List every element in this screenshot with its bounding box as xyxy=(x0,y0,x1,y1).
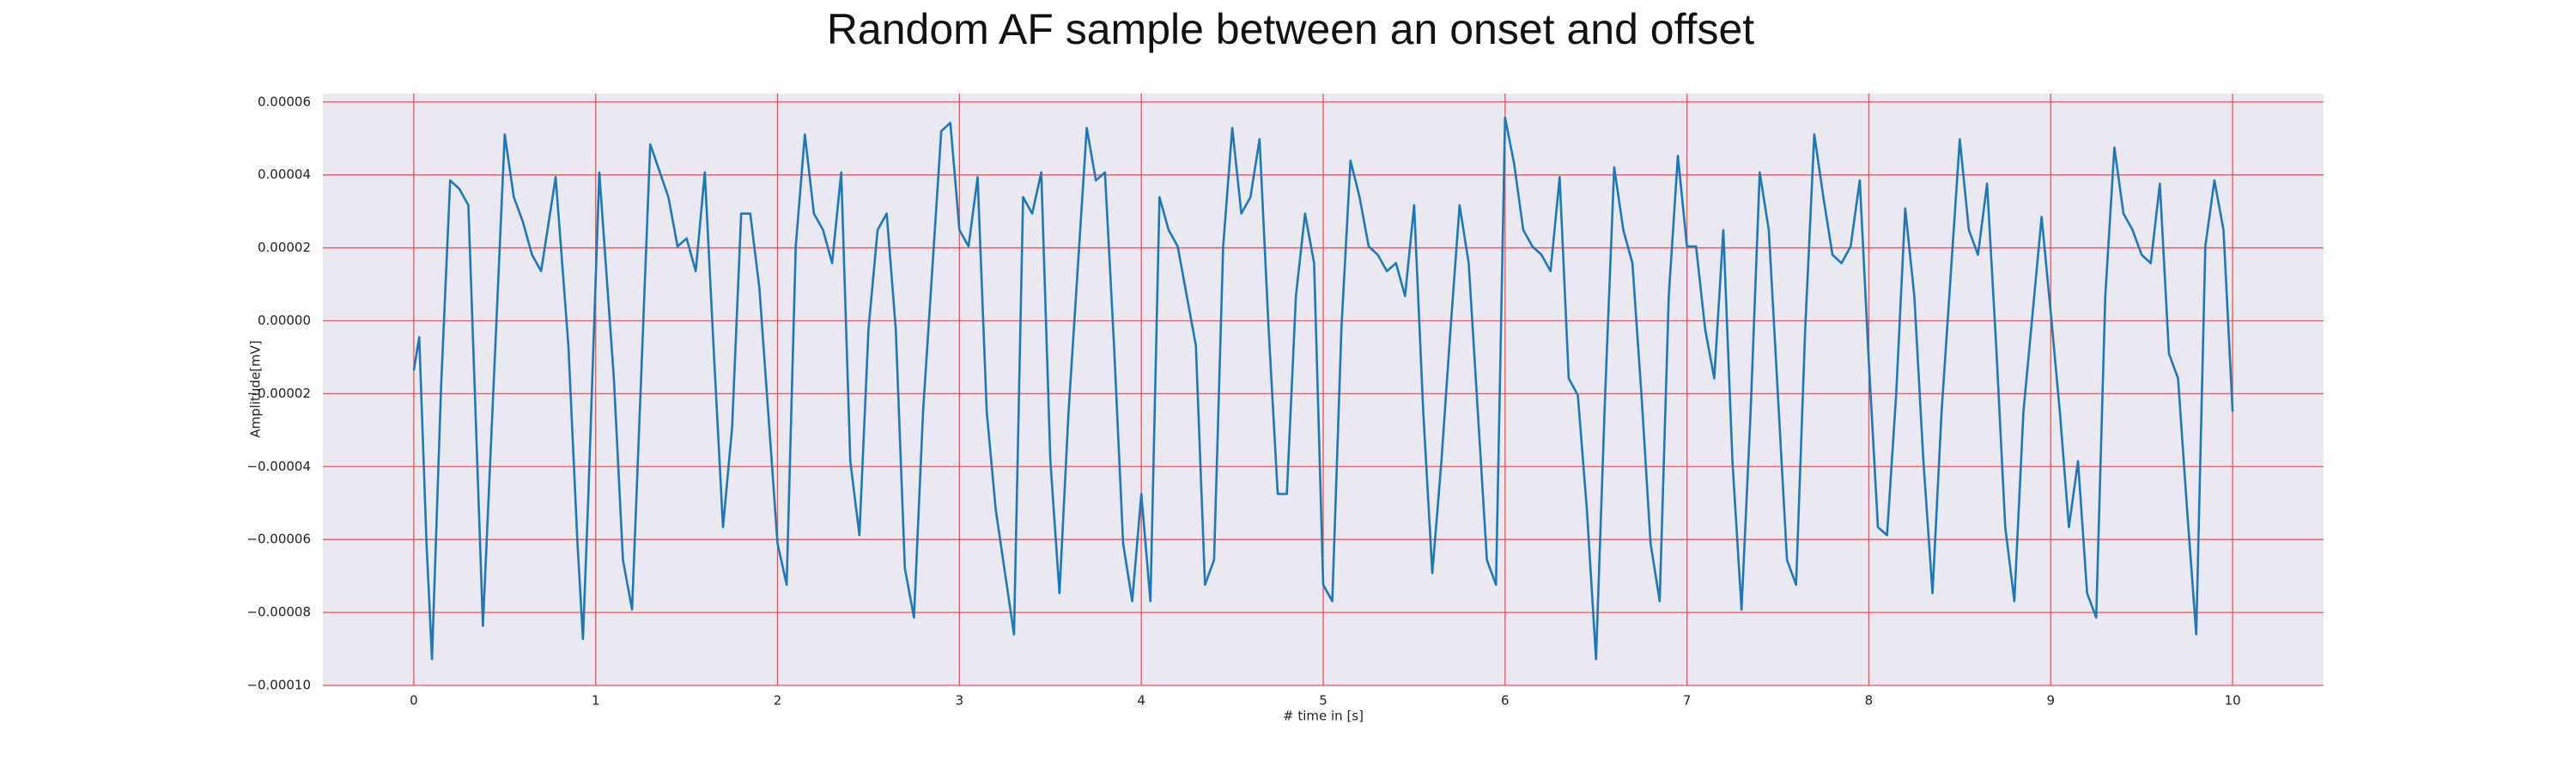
x-tick-label: 2 xyxy=(774,693,782,709)
x-tick-label: 3 xyxy=(956,693,964,709)
x-tick-label: 0 xyxy=(410,693,418,709)
y-tick-label: −0.00002 xyxy=(246,386,311,401)
x-axis-label: # time in [s] xyxy=(1283,709,1364,724)
x-tick-label: 10 xyxy=(2225,693,2241,709)
y-tick-label: 0.00000 xyxy=(258,313,311,328)
line-series xyxy=(412,116,2234,660)
x-tick-label: 4 xyxy=(1137,693,1145,709)
y-tick-label: −0.00010 xyxy=(246,678,311,693)
x-tick-label: 5 xyxy=(1319,693,1327,709)
x-tick-label: 8 xyxy=(1865,693,1874,709)
x-tick-label: 7 xyxy=(1683,693,1692,709)
x-tick-label: 1 xyxy=(592,693,600,709)
y-axis-label: Amplitude[mV] xyxy=(248,340,264,437)
y-tick-label: 0.00004 xyxy=(258,167,311,182)
y-tick-label: −0.00004 xyxy=(246,459,311,474)
x-tick-label: 6 xyxy=(1501,693,1510,709)
chart-title: Random AF sample between an onset and of… xyxy=(827,5,1754,53)
y-tick-label: 0.00002 xyxy=(258,240,311,255)
y-tick-label: −0.00008 xyxy=(246,605,311,620)
y-tick-label: −0.00006 xyxy=(246,532,311,547)
x-tick-label: 9 xyxy=(2046,693,2055,709)
y-tick-label: 0.00006 xyxy=(258,94,311,109)
